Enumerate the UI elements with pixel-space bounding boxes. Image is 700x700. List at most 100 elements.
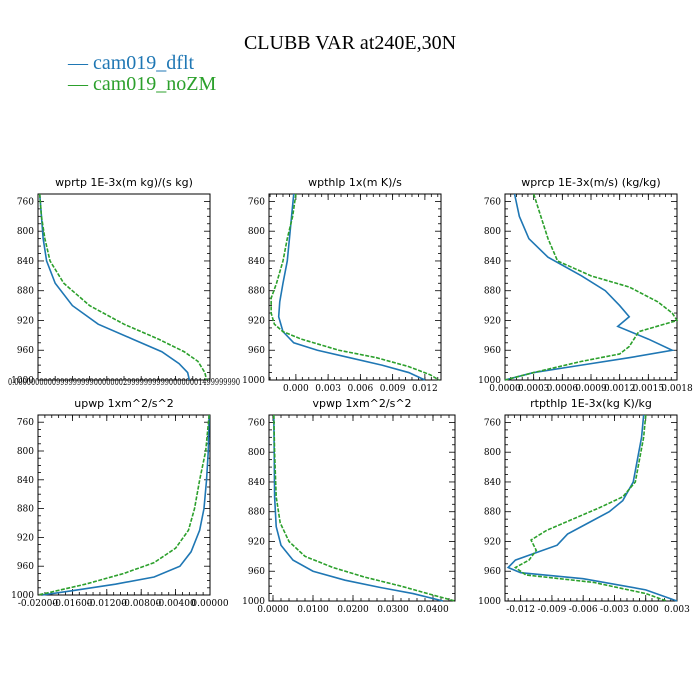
- legend-marker-nozm: —: [68, 73, 88, 95]
- series-line-dflt: [506, 414, 678, 602]
- x-tick-label: -0.003: [600, 605, 629, 615]
- y-tick-label: 880: [484, 287, 501, 297]
- y-tick-label: 760: [248, 197, 265, 207]
- y-tick-label: 840: [248, 478, 265, 488]
- series-line-nozm: [37, 414, 210, 596]
- x-tick-label: 0.0000: [257, 605, 289, 615]
- y-tick-label: 760: [484, 197, 501, 207]
- y-tick-label: 960: [248, 346, 265, 356]
- panel-title: wprcp 1E-3x(m/s) (kg/kg): [521, 176, 660, 189]
- x-tick-label: 0.012: [412, 384, 438, 394]
- y-tick-label: 880: [17, 505, 34, 515]
- series-line-dflt: [38, 193, 191, 381]
- series-line-dflt: [42, 414, 210, 596]
- x-tick-label: -0.012: [506, 605, 535, 615]
- x-tick-label: -0.00400: [155, 599, 196, 609]
- y-tick-label: 800: [484, 227, 501, 237]
- y-tick-label: 920: [484, 316, 501, 326]
- plot-frame: [504, 193, 678, 381]
- panel-title: wprtp 1E-3x(m kg)/(s kg): [55, 176, 193, 189]
- y-tick-label: 840: [17, 476, 34, 486]
- y-tick-label: 920: [17, 316, 34, 326]
- legend-label-dflt: cam019_dflt: [93, 52, 195, 74]
- x-tick-label: -0.01600: [52, 599, 93, 609]
- x-tick-label: -0.00800: [121, 599, 162, 609]
- y-tick-label: 760: [17, 197, 34, 207]
- y-tick-label: 1000: [11, 591, 34, 601]
- y-tick-label: 960: [17, 562, 34, 572]
- x-tick-label: 0.00000: [191, 599, 228, 609]
- y-tick-label: 840: [17, 257, 34, 267]
- panel-6: rtpthlp 1E-3x(kg K)/kg 760 800 840 880 920 960…: [478, 397, 690, 615]
- x-tick-label: 0.0000: [489, 384, 521, 394]
- y-tick-label: 920: [248, 537, 265, 547]
- y-tick-label: 1000: [242, 597, 265, 607]
- x-tick-label: 0.0015: [633, 384, 665, 394]
- x-tick-label: 0.0012: [604, 384, 636, 394]
- x-tick-labels-overlapping: 0.00000000009999999990000000299999999990…: [8, 378, 240, 388]
- y-tick-label: 920: [17, 533, 34, 543]
- y-tick-label: 760: [248, 418, 265, 428]
- plot-frame: [268, 193, 442, 381]
- x-tick-label: 0.009: [380, 384, 406, 394]
- y-tick-label: 1000: [242, 376, 265, 386]
- panel-title: wpthlp 1x(m K)/s: [308, 176, 402, 189]
- panel-3: wprcp 1E-3x(m/s) (kg/kg) 760 800 840 880 920 9…: [478, 176, 693, 394]
- y-tick-label: 800: [248, 448, 265, 458]
- x-tick-label: -0.01200: [87, 599, 128, 609]
- x-tick-label: 0.0009: [575, 384, 607, 394]
- panel-4: upwp 1xm^2/s^27608008408809209601000-0.0…: [11, 397, 229, 609]
- x-tick-label: 0.0006: [547, 384, 579, 394]
- plot-frame: [268, 414, 456, 602]
- x-tick-label: -0.02000: [18, 599, 59, 609]
- x-tick-label: 0.006: [347, 384, 373, 394]
- x-tick-label: 0.003: [664, 605, 690, 615]
- series-line-nozm: [273, 414, 456, 602]
- plot-frame: [504, 414, 678, 602]
- y-tick-label: 960: [484, 567, 501, 577]
- panel-1: wprtp 1E-3x(m kg)/(s kg) 760 800 840 880 920 9…: [8, 176, 240, 388]
- y-tick-label: 880: [248, 287, 265, 297]
- x-tick-label: 0.0200: [337, 605, 369, 615]
- y-tick-label: 840: [248, 257, 265, 267]
- plot-frame: [37, 414, 211, 596]
- series-line-nozm: [270, 193, 440, 381]
- y-tick-label: 1000: [478, 376, 501, 386]
- y-tick-label: 840: [484, 478, 501, 488]
- y-tick-label: 920: [484, 537, 501, 547]
- legend-item-dflt: — cam019_dflt: [68, 52, 194, 74]
- x-tick-label: 0.0100: [297, 605, 329, 615]
- y-tick-label: 960: [17, 346, 34, 356]
- panel-title: vpwp 1xm^2/s^2: [312, 397, 411, 410]
- y-tick-label: 880: [484, 508, 501, 518]
- series-line-nozm: [38, 193, 208, 381]
- panel-title: rtpthlp 1E-3x(kg K)/kg: [530, 397, 652, 410]
- y-tick-label: 960: [484, 346, 501, 356]
- y-tick-label: 920: [248, 316, 265, 326]
- x-tick-label: 0.0003: [518, 384, 550, 394]
- y-tick-label: 880: [17, 287, 34, 297]
- legend-marker-dflt: —: [68, 52, 88, 74]
- y-tick-label: 1000: [11, 376, 34, 386]
- x-tick-label: 0.0400: [417, 605, 449, 615]
- x-tick-label: 0.0018: [661, 384, 693, 394]
- chart-title: CLUBB VAR at240E,30N: [243, 32, 457, 54]
- series-line-nozm: [513, 414, 667, 602]
- panel-title: upwp 1xm^2/s^2: [74, 397, 174, 410]
- y-tick-label: 1000: [478, 597, 501, 607]
- series-line-nozm: [504, 193, 679, 381]
- x-tick-label: 0.003: [315, 384, 341, 394]
- y-tick-label: 760: [484, 418, 501, 428]
- y-tick-label: 760: [17, 418, 34, 428]
- legend-item-nozm: — cam019_noZM: [68, 73, 216, 95]
- y-tick-label: 840: [484, 257, 501, 267]
- panel-5: vpwp 1xm^2/s^2 760 800 840 880 920 960 10000.00…: [242, 397, 456, 615]
- legend-label-nozm: cam019_noZM: [93, 73, 217, 95]
- y-tick-label: 960: [248, 567, 265, 577]
- x-tick-label: -0.006: [569, 605, 598, 615]
- y-tick-label: 800: [17, 447, 34, 457]
- panel-2: wpthlp 1x(m K)/s 760 800 840 880 920 960 1000 0.…: [242, 176, 442, 394]
- y-tick-label: 800: [484, 448, 501, 458]
- series-line-dflt: [273, 414, 444, 602]
